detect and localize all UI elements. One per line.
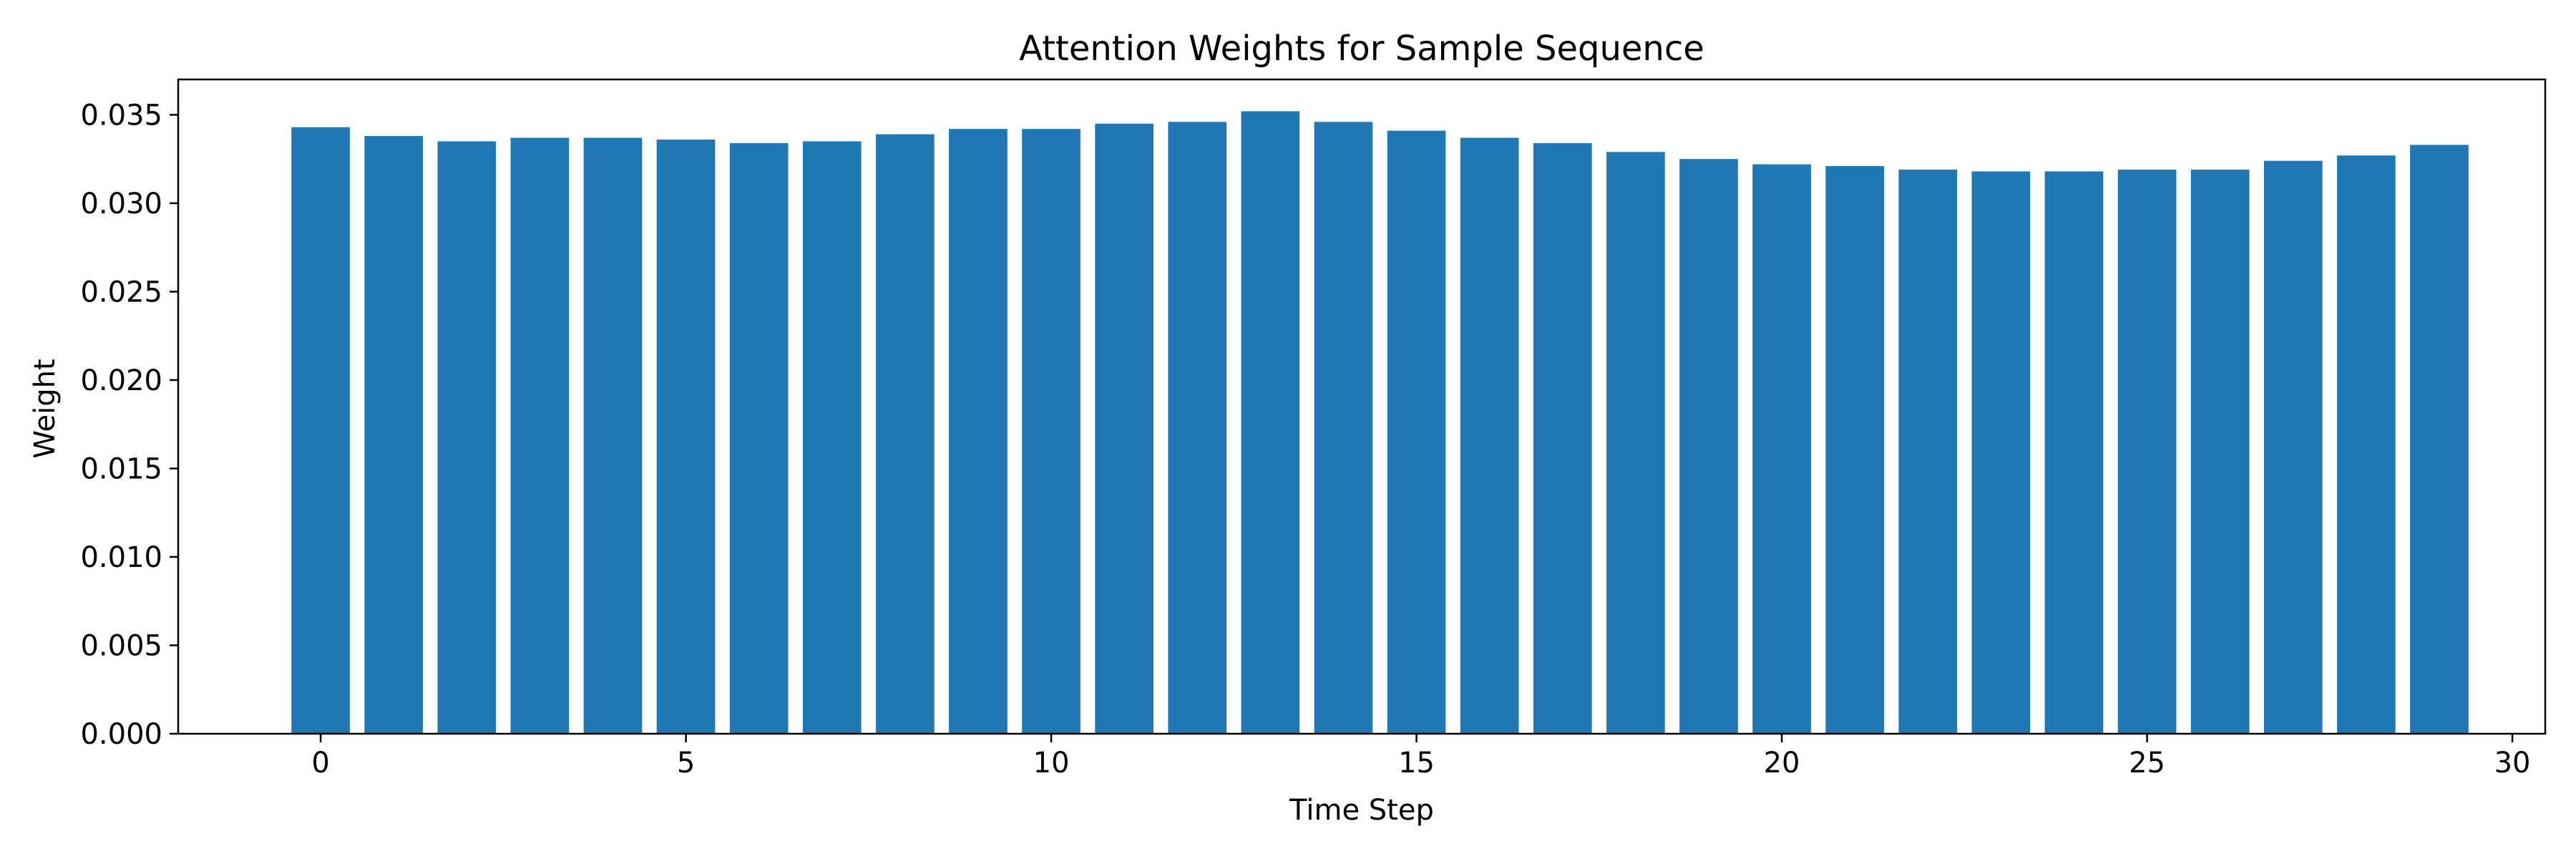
bar-step-15 xyxy=(1387,130,1446,734)
bar-step-7 xyxy=(802,141,862,734)
y-tick-label: 0.025 xyxy=(80,276,162,309)
x-tick-label: 0 xyxy=(311,747,329,780)
bar-step-4 xyxy=(583,137,643,734)
bar-step-5 xyxy=(656,139,716,734)
bar-step-24 xyxy=(2044,171,2104,734)
y-tick-label: 0.030 xyxy=(80,188,162,220)
y-tick-label: 0.005 xyxy=(80,629,162,662)
x-tick-label: 10 xyxy=(1033,747,1070,780)
bar-step-10 xyxy=(1022,129,1080,734)
bar-step-1 xyxy=(364,136,424,734)
y-axis-ticks: 0.000 0.005 0.010 0.015 0.020 0.025 0.030 0.035 xyxy=(80,99,178,751)
bar-step-11 xyxy=(1095,123,1154,734)
x-axis-ticks: 0 5 10 15 20 25 30 xyxy=(311,734,2531,780)
bar-step-28 xyxy=(2337,155,2396,734)
x-tick-label: 5 xyxy=(677,747,695,780)
y-tick-label: 0.010 xyxy=(80,541,162,574)
y-tick-label: 0.000 xyxy=(80,718,162,751)
bar-step-29 xyxy=(2410,145,2469,734)
x-tick-label: 15 xyxy=(1398,747,1435,780)
bar-step-27 xyxy=(2263,160,2323,734)
bar-step-6 xyxy=(729,142,789,734)
x-axis-label: Time Step xyxy=(1289,794,1434,827)
y-tick-label: 0.035 xyxy=(80,99,162,132)
bar-step-3 xyxy=(510,137,570,734)
bar-step-16 xyxy=(1460,137,1519,734)
bar-step-23 xyxy=(1971,171,2031,734)
bar-step-9 xyxy=(949,129,1008,734)
bar-step-17 xyxy=(1533,142,1592,734)
bar-step-8 xyxy=(876,134,935,734)
bar-step-26 xyxy=(2190,169,2250,734)
chart-title: Attention Weights for Sample Sequence xyxy=(1019,29,1704,69)
bar-step-2 xyxy=(437,141,497,734)
bar-step-21 xyxy=(1825,166,1885,734)
y-tick-label: 0.015 xyxy=(80,452,162,485)
y-axis-label: Weight xyxy=(29,359,62,458)
bar-step-19 xyxy=(1679,159,1738,734)
x-tick-label: 20 xyxy=(1764,747,1800,780)
y-tick-label: 0.020 xyxy=(80,364,162,397)
bar-step-18 xyxy=(1606,152,1665,734)
bar-step-0 xyxy=(291,127,350,734)
bar-step-13 xyxy=(1241,111,1300,734)
bar-step-20 xyxy=(1752,164,1811,734)
bar-step-14 xyxy=(1314,122,1373,734)
x-tick-label: 25 xyxy=(2129,747,2165,780)
x-tick-label: 30 xyxy=(2494,747,2531,780)
bar-step-12 xyxy=(1168,122,1227,734)
bars-group xyxy=(291,111,2469,734)
bar-step-25 xyxy=(2117,169,2177,734)
bar-step-22 xyxy=(1898,169,1958,734)
plot-frame xyxy=(177,78,2547,735)
